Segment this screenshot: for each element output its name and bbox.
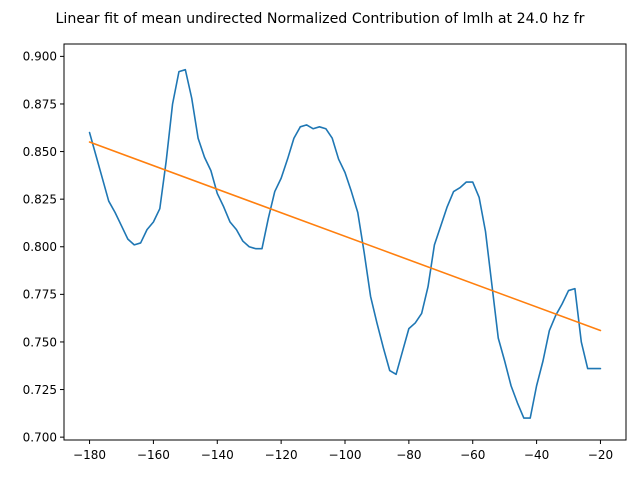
x-tick-label: −80 [396,448,421,462]
linear-fit-line [88,141,602,332]
data-series-line [88,68,602,419]
x-tick-label: −100 [329,448,362,462]
y-tick-label: 0.800 [23,240,57,254]
x-tick-label: −20 [588,448,613,462]
y-tick-label: 0.875 [23,97,57,111]
plot-frame [63,43,627,441]
x-axis: −180 −160 −140 −120 −100 −80 −60 −40 −20 [73,440,613,462]
y-axis: 0.700 0.725 0.750 0.775 0.800 0.825 0.850 0.875… [23,50,64,444]
series-layer [88,68,602,419]
y-tick-label: 0.750 [23,335,57,349]
x-tick-label: −140 [201,448,234,462]
y-tick-label: 0.700 [23,430,57,444]
x-tick-label: −60 [460,448,485,462]
x-tick-label: −40 [524,448,549,462]
y-tick-label: 0.825 [23,192,57,206]
x-tick-label: −120 [265,448,298,462]
y-tick-label: 0.775 [23,288,57,302]
y-tick-label: 0.725 [23,383,57,397]
y-tick-label: 0.850 [23,145,57,159]
x-tick-label: −180 [73,448,106,462]
chart-title: Linear fit of mean undirected Normalized… [56,11,585,27]
x-tick-label: −160 [137,448,170,462]
y-tick-label: 0.900 [23,50,57,64]
